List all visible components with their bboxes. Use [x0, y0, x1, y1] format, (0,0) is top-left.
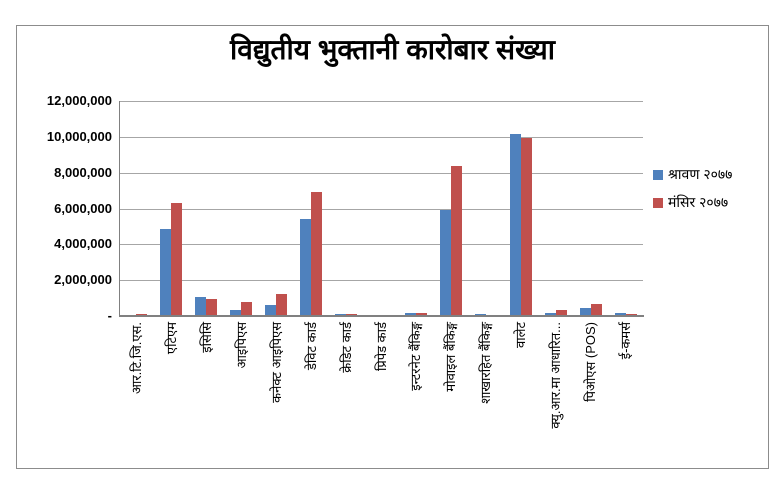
y-tick-label: 8,000,000	[54, 165, 112, 180]
x-tick-label: क्यु.आर.मा आधारित...	[547, 322, 563, 429]
x-tick-label: प्रिपेड कार्ड	[373, 322, 389, 372]
y-tick-label: 2,000,000	[54, 272, 112, 287]
gridline-4000000	[119, 244, 643, 245]
legend-label: मंसिर २०७७	[668, 194, 729, 210]
legend-swatch-icon	[653, 169, 663, 180]
y-tick-label: 12,000,000	[46, 93, 112, 108]
y-tick-label: 6,000,000	[54, 201, 112, 216]
bar-series1-13	[545, 313, 556, 316]
bar-series2-13	[556, 310, 567, 316]
legend-swatch-icon	[653, 197, 663, 208]
bar-series2-10	[451, 166, 462, 316]
bar-series2-3	[206, 299, 217, 316]
y-tick-label: 10,000,000	[46, 129, 112, 144]
bar-series1-3	[195, 297, 206, 316]
gridline-10000000	[119, 137, 643, 138]
gridline-12000000	[119, 101, 643, 102]
x-tick-label: कनेक्ट आइपिएस	[268, 322, 284, 403]
x-tick-label: इसिसि	[198, 322, 214, 353]
gridline-8000000	[119, 173, 643, 174]
y-tick-label: 4,000,000	[54, 236, 112, 251]
bar-series1-12	[510, 134, 521, 316]
x-tick-label: शाखारहित बैंकिङ्ग	[477, 322, 493, 404]
y-axis-line	[119, 101, 120, 316]
legend-item-1: श्रावण २०७७	[653, 165, 732, 184]
bar-series2-14	[591, 304, 602, 316]
x-tick-label: आर.टि.जि.एस.	[128, 322, 144, 394]
bar-series1-6	[300, 219, 311, 316]
bar-series2-6	[311, 192, 322, 316]
y-tick-label: -	[107, 308, 112, 323]
bar-series1-4	[230, 310, 241, 316]
x-tick-label: क्रेडिट कार्ड	[338, 322, 354, 373]
x-tick-label: आइपिएस	[233, 322, 249, 369]
bar-series1-5	[265, 305, 276, 316]
x-tick-label: ई-कमर्स	[617, 322, 633, 360]
x-tick-label: वालेट	[512, 322, 528, 348]
bar-series2-4	[241, 302, 252, 316]
bar-series1-14	[580, 308, 591, 316]
bar-series1-9	[405, 313, 416, 316]
x-tick-label: पिओएस (POS)	[582, 322, 598, 402]
gridline-2000000	[119, 280, 643, 281]
x-tick-label: इन्टरनेट बैंकिङ्ग	[407, 322, 423, 391]
x-tick-label: एटिएम	[163, 322, 179, 355]
x-tick-label: डेविट कार्ड	[303, 322, 319, 371]
bar-series1-15	[615, 313, 626, 316]
bar-series2-9	[416, 313, 427, 316]
bar-series1-2	[160, 229, 171, 316]
x-tick-label: मोवाइल बैंकिङ्ग	[442, 322, 458, 392]
bar-series2-5	[276, 294, 287, 316]
chart-title: विद्युतीय भुक्तानी कारोबार संख्या	[230, 34, 555, 65]
bar-series2-2	[171, 203, 182, 316]
legend: श्रावण २०७७ मंसिर २०७७	[653, 165, 732, 212]
x-axis-line	[119, 315, 644, 317]
gridline-6000000	[119, 209, 643, 210]
bar-series2-12	[521, 138, 532, 316]
chart-border	[16, 25, 769, 469]
legend-item-2: मंसिर २०७७	[653, 193, 732, 212]
legend-label: श्रावण २०७७	[668, 166, 733, 182]
bar-series1-10	[440, 210, 451, 316]
